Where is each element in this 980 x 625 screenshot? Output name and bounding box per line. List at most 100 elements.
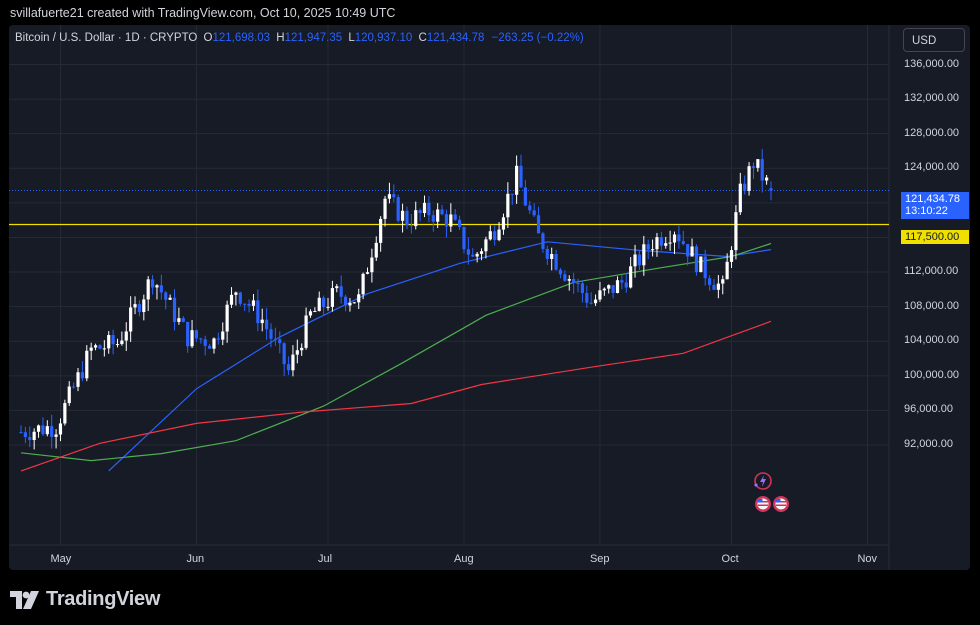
candle-body bbox=[76, 372, 80, 387]
candle-body bbox=[528, 205, 532, 211]
candle-body bbox=[295, 350, 299, 355]
high-label: H bbox=[276, 32, 285, 44]
candle-body bbox=[212, 338, 216, 349]
us-flag-event-icon-2[interactable] bbox=[773, 496, 789, 512]
low-value: 120,937.10 bbox=[354, 32, 413, 44]
candle-body bbox=[668, 242, 672, 244]
candle-body bbox=[436, 209, 440, 222]
brand-name: TradingView bbox=[46, 588, 161, 610]
candle-body bbox=[708, 278, 712, 285]
candle-body bbox=[598, 290, 602, 300]
candle-body bbox=[637, 254, 642, 266]
candle-body bbox=[633, 254, 637, 267]
candle-body bbox=[168, 297, 172, 300]
last-price-value: 121,434.78 bbox=[905, 193, 961, 205]
tradingview-logo: TradingView bbox=[10, 588, 160, 611]
y-tick-label: 104,000.00 bbox=[904, 334, 960, 347]
candle-body bbox=[479, 251, 484, 254]
candle-body bbox=[743, 183, 747, 191]
x-tick-label: May bbox=[50, 553, 72, 565]
economic-events[interactable] bbox=[753, 471, 803, 526]
candle-body bbox=[36, 425, 41, 432]
candle-body bbox=[67, 386, 71, 404]
candle-body bbox=[725, 261, 729, 280]
candle-body bbox=[716, 283, 720, 290]
candle-body bbox=[260, 319, 264, 324]
candle-body bbox=[427, 202, 431, 216]
candle-body bbox=[734, 212, 738, 251]
candle-body bbox=[282, 343, 286, 365]
bar-countdown: 13:10:22 bbox=[905, 205, 948, 217]
candle-body bbox=[593, 299, 598, 304]
us-flag-event-icon[interactable] bbox=[755, 496, 771, 512]
candle-body bbox=[497, 229, 501, 241]
candle-body bbox=[703, 256, 707, 279]
candle-body bbox=[629, 266, 633, 288]
price-chart[interactable] bbox=[9, 25, 970, 570]
y-tick-label: 108,000.00 bbox=[904, 299, 960, 312]
candle-body bbox=[550, 254, 554, 259]
candle-body bbox=[567, 279, 571, 281]
candle-body bbox=[102, 348, 106, 350]
candle-body bbox=[150, 279, 155, 288]
candle-body bbox=[120, 340, 124, 345]
tradingview-logo-icon bbox=[10, 590, 39, 609]
candle-body bbox=[554, 254, 558, 270]
candle-body bbox=[203, 339, 207, 346]
chart-panel[interactable]: Bitcoin / U.S. Dollar · 1D · CRYPTO O121… bbox=[9, 25, 970, 570]
candle-body bbox=[422, 202, 427, 214]
symbol-title: Bitcoin / U.S. Dollar · 1D · CRYPTO bbox=[15, 32, 198, 44]
candle-body bbox=[400, 210, 405, 221]
candle-body bbox=[269, 329, 273, 339]
candle-body bbox=[286, 364, 291, 371]
candle-body bbox=[585, 293, 589, 303]
candle-body bbox=[650, 249, 655, 251]
candle-body bbox=[751, 166, 756, 168]
candle-body bbox=[304, 315, 308, 348]
candle-body bbox=[580, 283, 585, 294]
candle-body bbox=[387, 194, 392, 199]
candle-body bbox=[506, 193, 510, 218]
candle-body bbox=[611, 285, 615, 293]
candle-body bbox=[466, 249, 470, 255]
candle-body bbox=[677, 234, 681, 242]
candle-body bbox=[19, 432, 23, 434]
event-icons[interactable] bbox=[753, 471, 803, 521]
candle-body bbox=[769, 188, 773, 191]
candle-body bbox=[335, 286, 339, 289]
candle-body bbox=[28, 437, 32, 440]
candle-body bbox=[348, 302, 352, 306]
candle-body bbox=[392, 194, 396, 198]
candle-body bbox=[313, 311, 317, 313]
candle-body bbox=[177, 318, 181, 322]
candle-body bbox=[98, 345, 102, 349]
candle-body bbox=[572, 279, 576, 284]
candle-body bbox=[646, 244, 650, 250]
candle-body bbox=[440, 209, 444, 215]
candle-body bbox=[756, 159, 760, 168]
candle-body bbox=[374, 242, 378, 258]
x-tick-label: Aug bbox=[453, 553, 474, 565]
currency-button[interactable]: USD bbox=[903, 28, 965, 52]
candle-body bbox=[133, 304, 137, 308]
candle-body bbox=[339, 286, 343, 297]
candle-body bbox=[186, 321, 190, 347]
candle-body bbox=[541, 233, 545, 249]
candle-body bbox=[458, 219, 462, 227]
lightning-event-icon[interactable] bbox=[754, 472, 772, 490]
candle-body bbox=[72, 386, 76, 388]
candle-body bbox=[405, 210, 409, 226]
candle-body bbox=[155, 285, 159, 288]
open-value: 121,698.03 bbox=[212, 32, 271, 44]
candle-body bbox=[563, 274, 567, 281]
candle-body bbox=[207, 345, 212, 349]
candle-body bbox=[418, 210, 422, 214]
candle-body bbox=[396, 197, 400, 221]
candle-body bbox=[475, 253, 479, 257]
candle-body bbox=[194, 330, 199, 339]
x-tick-label: Jun bbox=[186, 553, 205, 565]
candle-body bbox=[615, 280, 620, 293]
candle-body bbox=[747, 166, 751, 191]
y-tick-label: 136,000.00 bbox=[904, 57, 960, 70]
candle-body bbox=[686, 244, 690, 257]
